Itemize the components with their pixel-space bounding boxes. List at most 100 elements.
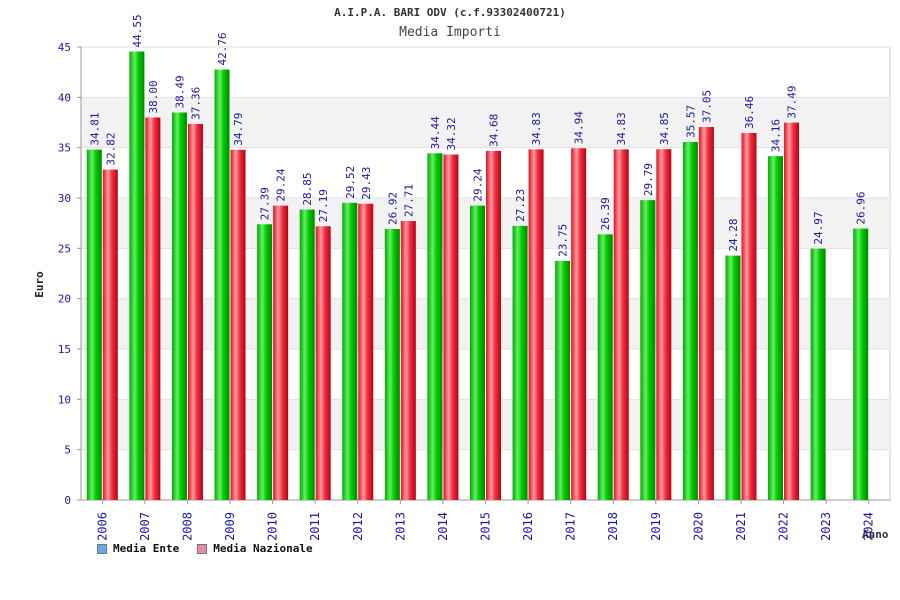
y-tick-label: 0 bbox=[64, 494, 71, 507]
x-tick-label: 2007 bbox=[138, 512, 152, 541]
data-label: 34.85 bbox=[658, 112, 671, 145]
bar-media-nazionale bbox=[698, 127, 714, 500]
x-tick-label: 2017 bbox=[564, 512, 578, 541]
bar-media-ente bbox=[470, 205, 485, 500]
y-tick-label: 5 bbox=[64, 444, 71, 457]
data-label: 23.75 bbox=[557, 224, 570, 257]
bar-media-ente bbox=[342, 202, 358, 500]
data-label: 42.76 bbox=[216, 32, 229, 65]
bar-media-ente bbox=[768, 156, 784, 500]
data-label: 34.81 bbox=[88, 112, 101, 145]
data-label: 24.97 bbox=[812, 212, 825, 245]
chart-subtitle: Media Importi bbox=[399, 25, 501, 40]
y-tick-label: 35 bbox=[58, 142, 71, 155]
bar-media-ente bbox=[597, 234, 613, 500]
bar-media-ente bbox=[257, 224, 273, 501]
data-label: 38.00 bbox=[147, 80, 160, 113]
y-tick-label: 20 bbox=[58, 293, 71, 306]
data-label: 29.24 bbox=[275, 168, 288, 201]
x-tick-label: 2018 bbox=[606, 512, 620, 541]
bar-media-nazionale bbox=[187, 123, 203, 500]
bar-media-nazionale bbox=[102, 169, 118, 500]
legend-item-nazionale: Media Nazionale bbox=[197, 542, 313, 555]
x-tick-label: 2013 bbox=[393, 512, 407, 541]
data-label: 29.79 bbox=[642, 163, 655, 196]
x-tick-label: 2009 bbox=[223, 512, 237, 541]
bar-media-ente bbox=[853, 228, 869, 500]
bar-media-ente bbox=[384, 229, 400, 500]
data-label: 27.23 bbox=[514, 189, 527, 222]
data-label: 26.92 bbox=[386, 192, 399, 225]
bar-media-nazionale bbox=[358, 203, 374, 500]
x-tick-label: 2010 bbox=[266, 512, 280, 541]
bar-media-ente bbox=[512, 225, 528, 500]
x-axis: 2006 2007 2008 2009 2010 2011 2012 2013 2014 2015… bbox=[95, 500, 876, 541]
bar-media-ente bbox=[682, 141, 698, 501]
bar-media-ente bbox=[171, 112, 187, 500]
legend-swatch-nazionale bbox=[197, 543, 208, 554]
bar-media-nazionale bbox=[613, 149, 629, 501]
data-label: 35.57 bbox=[684, 105, 697, 138]
x-tick-label: 2015 bbox=[479, 512, 493, 541]
x-tick-label: 2020 bbox=[691, 512, 705, 541]
data-label: 34.68 bbox=[488, 114, 501, 147]
bar-media-nazionale bbox=[741, 132, 757, 500]
bar-media-ente bbox=[129, 51, 145, 500]
bar-media-ente bbox=[299, 209, 315, 500]
bar-media-nazionale bbox=[230, 149, 246, 500]
y-tick-label: 15 bbox=[58, 343, 71, 356]
data-label: 34.32 bbox=[445, 117, 458, 150]
data-label: 34.16 bbox=[770, 119, 783, 152]
x-tick-label: 2012 bbox=[351, 512, 365, 541]
legend-label-ente: Media Ente bbox=[113, 542, 180, 555]
bar-media-ente bbox=[725, 255, 741, 500]
bar-media-nazionale bbox=[145, 117, 161, 500]
data-label: 27.71 bbox=[402, 184, 415, 217]
data-label: 26.39 bbox=[599, 197, 612, 230]
legend-item-ente: Media Ente bbox=[97, 542, 179, 555]
bar-media-ente bbox=[427, 153, 443, 500]
legend-swatch-ente bbox=[97, 543, 107, 554]
x-tick-label: 2014 bbox=[436, 512, 450, 541]
data-label: 44.55 bbox=[131, 14, 144, 47]
bars bbox=[86, 51, 869, 501]
y-tick-label: 10 bbox=[58, 393, 71, 406]
y-tick-label: 45 bbox=[58, 41, 71, 54]
bar-media-nazionale bbox=[486, 150, 501, 500]
x-tick-label: 2022 bbox=[777, 512, 791, 541]
data-label: 29.52 bbox=[344, 166, 357, 199]
data-label: 37.49 bbox=[786, 85, 799, 118]
bar-media-ente bbox=[86, 149, 102, 500]
data-label: 28.85 bbox=[301, 172, 314, 205]
data-label: 34.83 bbox=[530, 112, 543, 145]
bar-media-nazionale bbox=[315, 226, 331, 500]
bar-media-nazionale bbox=[273, 205, 289, 500]
data-label: 32.82 bbox=[104, 132, 117, 165]
x-tick-label: 2011 bbox=[308, 512, 322, 541]
x-axis-label: Anno bbox=[862, 528, 889, 541]
data-label: 34.79 bbox=[232, 113, 245, 146]
y-tick-label: 30 bbox=[58, 192, 71, 205]
data-label: 26.96 bbox=[855, 191, 868, 224]
data-label: 29.24 bbox=[472, 168, 485, 201]
x-tick-label: 2019 bbox=[649, 512, 663, 541]
bar-media-ente bbox=[214, 69, 230, 501]
y-tick-label: 25 bbox=[58, 242, 71, 255]
data-label: 37.05 bbox=[700, 90, 713, 123]
x-tick-label: 2023 bbox=[819, 512, 833, 541]
chart-title: A.I.P.A. BARI ODV (c.f.93302400721) bbox=[334, 6, 566, 19]
data-label: 34.44 bbox=[429, 116, 442, 149]
data-label: 38.49 bbox=[173, 75, 186, 108]
bar-media-nazionale bbox=[443, 154, 459, 500]
data-label: 27.39 bbox=[259, 187, 272, 220]
data-label: 34.94 bbox=[573, 111, 586, 144]
data-label: 24.28 bbox=[727, 218, 740, 251]
x-tick-label: 2021 bbox=[734, 512, 748, 541]
x-tick-label: 2006 bbox=[95, 512, 109, 541]
legend: Media Ente Media Nazionale bbox=[97, 542, 313, 555]
data-label: 34.83 bbox=[615, 112, 628, 145]
bar-media-nazionale bbox=[656, 149, 672, 500]
data-labels: 34.81 44.55 38.49 42.76 27.39 28.85 29.52 26.92… bbox=[88, 14, 867, 257]
bar-media-ente bbox=[810, 248, 826, 500]
